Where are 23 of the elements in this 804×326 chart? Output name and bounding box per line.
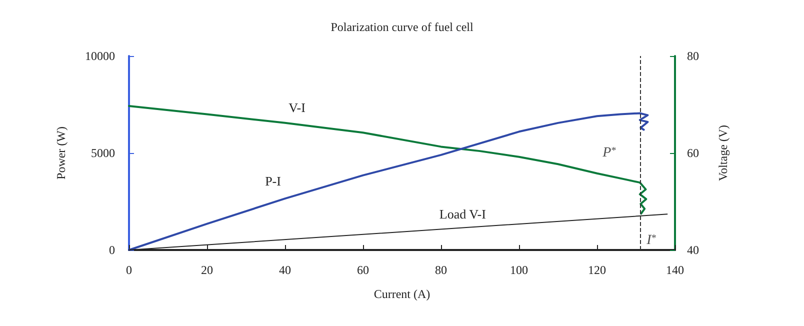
y-tick-label: 5000 — [91, 146, 115, 160]
annotation: I* — [646, 232, 656, 248]
y2-tick-label: 80 — [687, 49, 699, 63]
series-label: P-I — [265, 174, 281, 189]
x-tick-label: 60 — [357, 263, 369, 277]
y2-tick-label: 40 — [687, 243, 699, 257]
y2-axis-title: Voltage (V) — [716, 124, 730, 182]
y-axis-title: Power (W) — [54, 126, 68, 180]
x-tick-label: 40 — [279, 263, 291, 277]
y-tick-label: 0 — [109, 243, 115, 257]
series-label: Load V-I — [439, 206, 486, 222]
y2-tick-label: 60 — [687, 146, 699, 160]
annotation: P* — [602, 146, 616, 160]
x-tick-label: 20 — [201, 263, 213, 277]
x-tick-label: 120 — [588, 263, 606, 277]
x-axis-title: Current (A) — [374, 287, 430, 301]
x-tick-label: 0 — [126, 263, 132, 277]
series-label: V-I — [288, 100, 306, 115]
y-tick-label: 10000 — [85, 49, 115, 63]
x-tick-label: 100 — [510, 263, 528, 277]
x-tick-label: 140 — [666, 263, 684, 277]
x-tick-label: 80 — [435, 263, 447, 277]
chart-title: Polarization curve of fuel cell — [330, 20, 474, 34]
